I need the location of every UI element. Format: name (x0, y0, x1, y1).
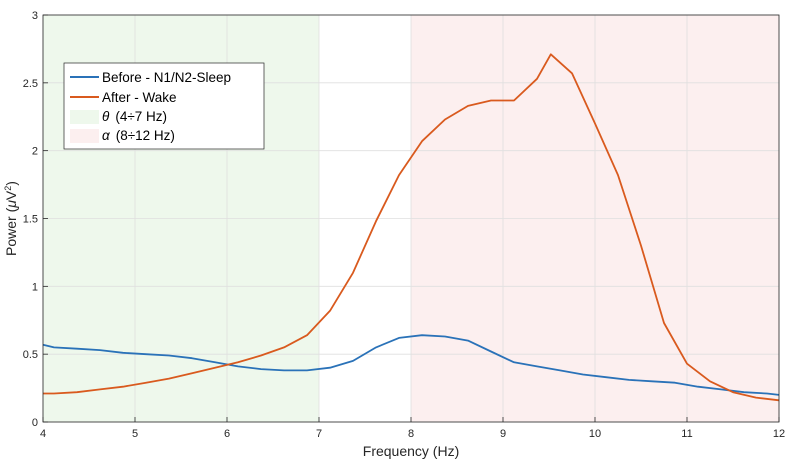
y-tick-label-4: 2 (32, 146, 38, 158)
series-line-0 (42, 334, 780, 396)
y-axis-label-mu: μ (3, 200, 19, 209)
legend-swatch-theta (70, 110, 99, 124)
y-axis-label: Power (μV2) (3, 181, 19, 256)
x-tick-label-6: 10 (589, 428, 601, 440)
y-tick-label-1: 0.5 (23, 349, 38, 361)
y-axis-label-close: ) (3, 181, 19, 186)
x-tick-label-7: 11 (681, 428, 692, 440)
legend-alpha-range: (8÷12 Hz) (116, 128, 175, 143)
legend-theta-symbol: θ (102, 109, 110, 124)
y-axis-label-exponent: 2 (3, 186, 13, 191)
y-tick-label-5: 2.5 (23, 78, 38, 90)
legend-label-after: After - Wake (102, 90, 177, 105)
series-lines (42, 53, 780, 402)
legend-theta-range: (4÷7 Hz) (115, 109, 167, 124)
legend-swatch-alpha (70, 129, 99, 143)
x-tick-label-3: 7 (316, 428, 322, 440)
legend: Before - N1/N2-Sleep After - Wake θ (4÷7 … (63, 62, 265, 150)
x-tick-label-8: 12 (773, 428, 785, 440)
y-tick-labels: 0 0.5 1 1.5 2 2.5 3 (23, 10, 48, 429)
y-tick-label-3: 1.5 (23, 214, 38, 226)
x-tick-label-0: 4 (40, 428, 46, 440)
legend-label-alpha: α (8÷12 Hz) (102, 128, 175, 143)
y-axis-label-main: Power ( (3, 207, 19, 256)
legend-label-before: Before - N1/N2-Sleep (102, 70, 231, 85)
x-axis-label: Frequency (Hz) (363, 443, 459, 459)
y-tick-label-2: 1 (32, 281, 38, 293)
legend-alpha-symbol: α (102, 128, 111, 143)
x-tick-label-5: 9 (500, 428, 506, 440)
x-tick-label-1: 5 (132, 428, 138, 440)
y-tick-label-0: 0 (32, 417, 38, 429)
y-axis-label-unit: V (3, 190, 19, 200)
x-tick-label-2: 6 (224, 428, 230, 440)
y-tick-label-6: 3 (32, 10, 38, 22)
legend-label-theta: θ (4÷7 Hz) (102, 109, 167, 124)
x-tick-label-4: 8 (408, 428, 414, 440)
x-tick-labels: 4 5 6 7 8 9 10 11 12 (40, 417, 785, 440)
series-line-1 (43, 53, 780, 402)
